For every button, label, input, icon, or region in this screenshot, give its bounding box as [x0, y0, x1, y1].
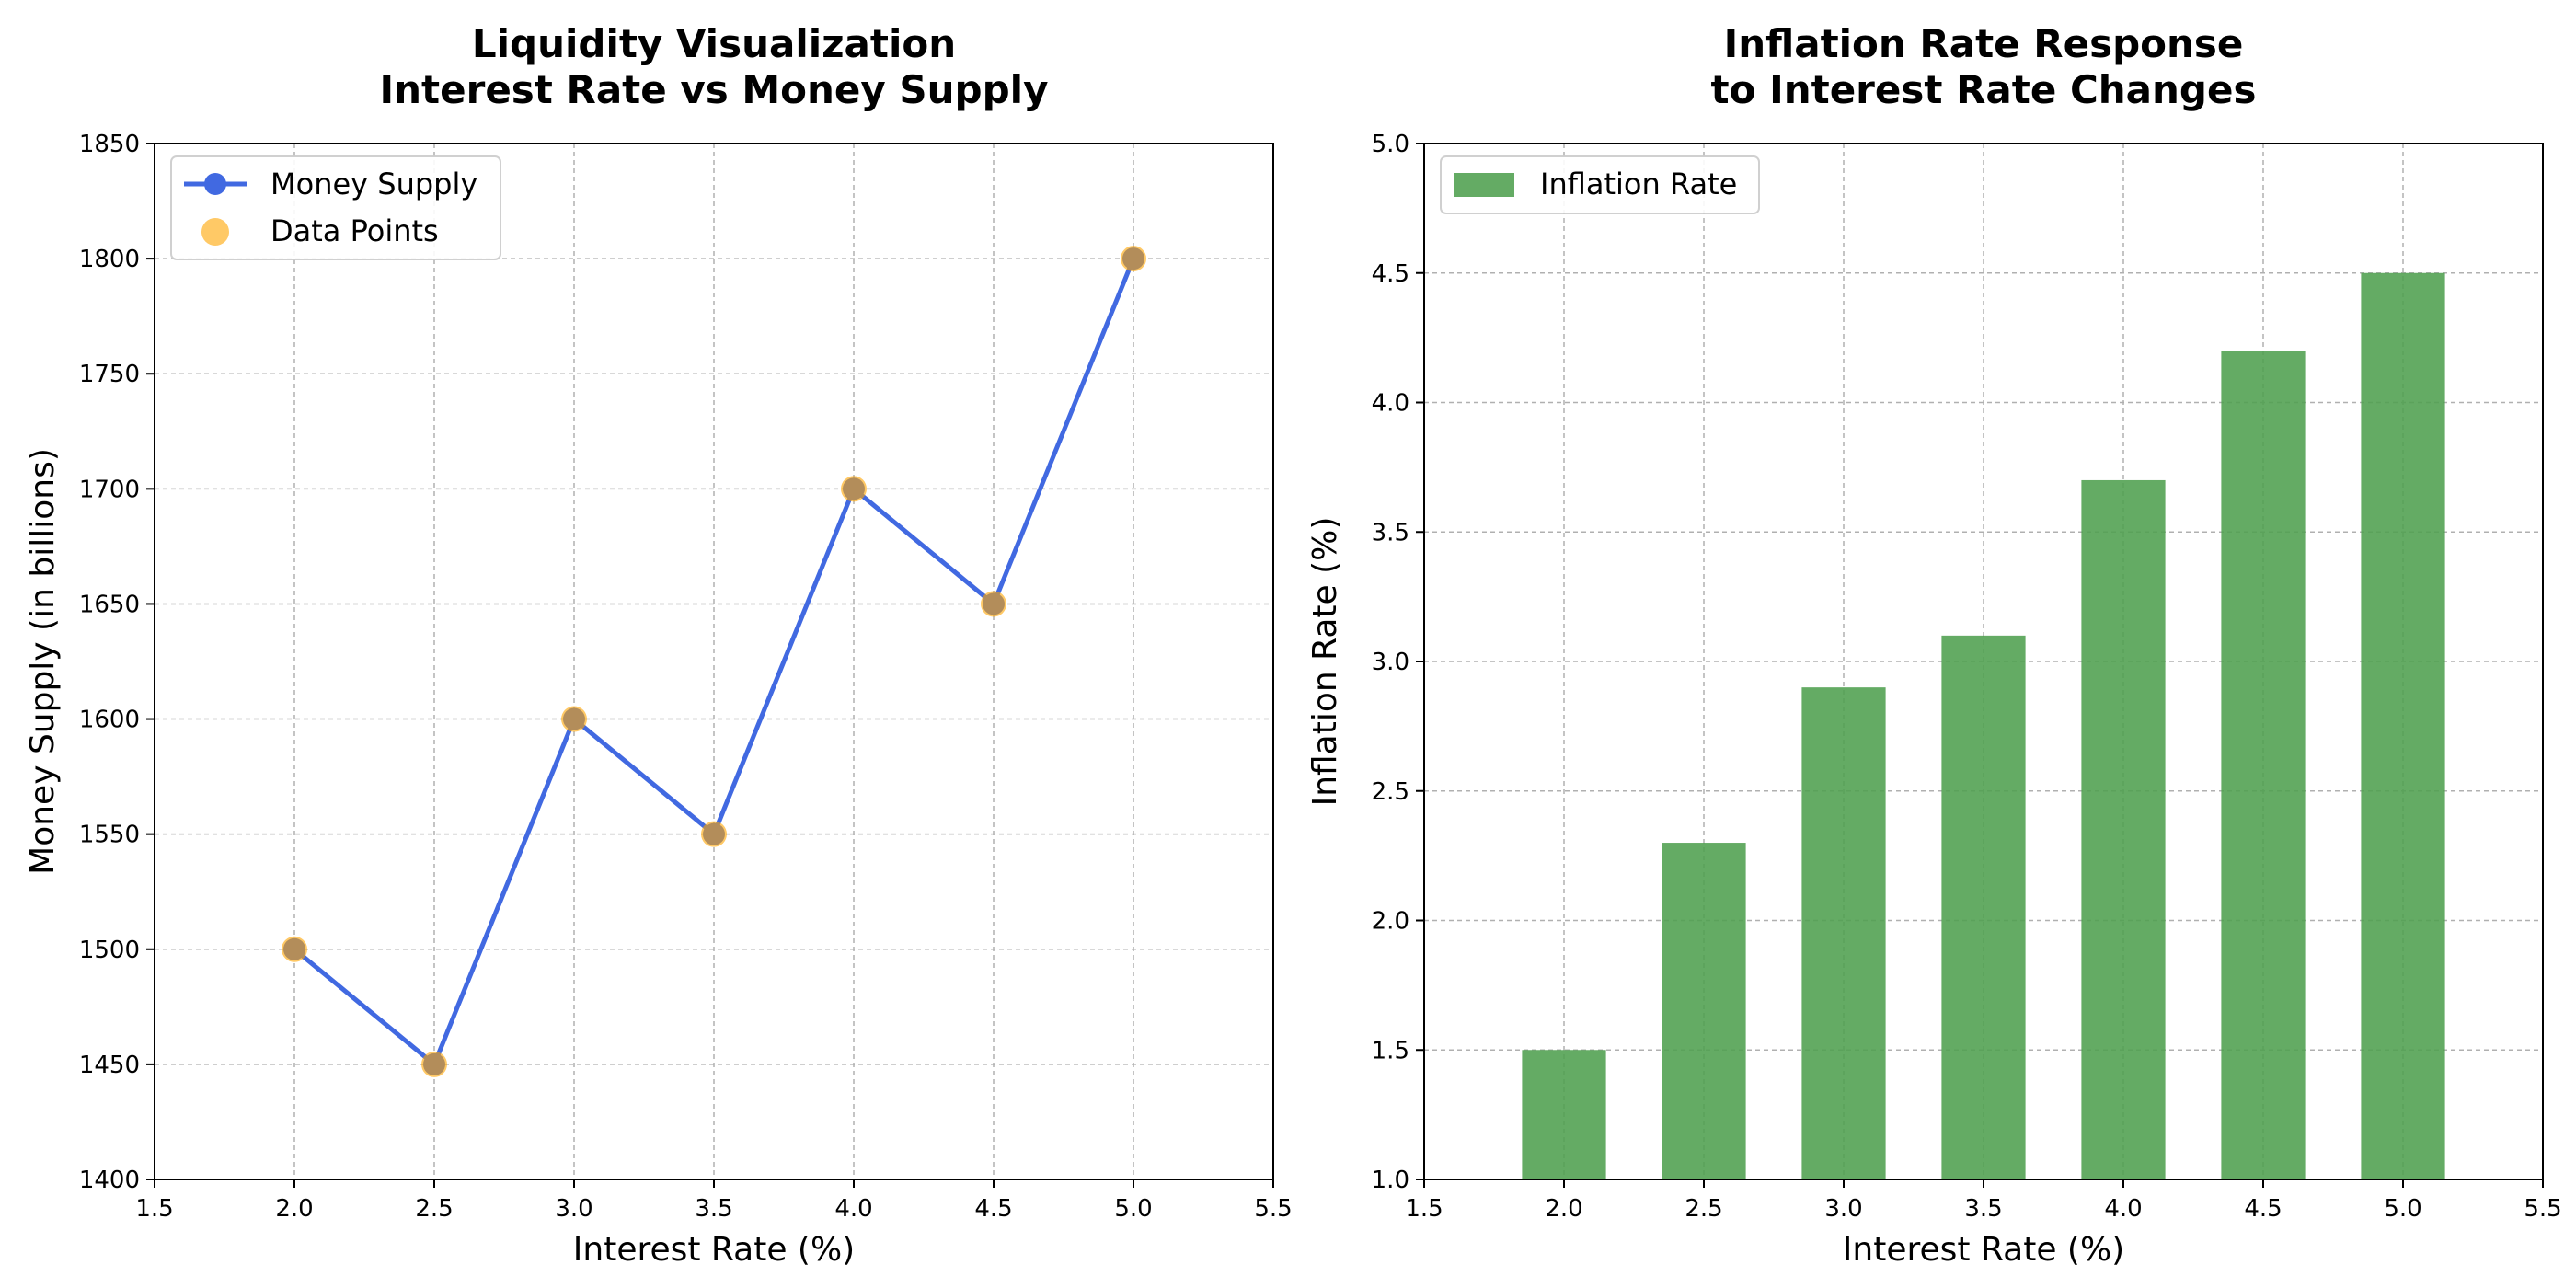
legend-label-inflation-rate: Inflation Rate	[1540, 167, 1737, 201]
y-tick-label: 3.5	[1372, 519, 1409, 546]
scatter-point	[1121, 246, 1146, 272]
x-tick-label: 2.5	[415, 1195, 453, 1223]
x-tick-label: 3.5	[695, 1195, 732, 1223]
x-tick-label: 5.5	[1254, 1195, 1292, 1223]
x-tick-label: 2.5	[1685, 1195, 1722, 1223]
y-tick-label: 2.0	[1372, 908, 1409, 936]
x-tick-label: 4.0	[2104, 1195, 2142, 1223]
plot-area	[1522, 272, 2445, 1179]
scatter-point	[282, 936, 307, 962]
inflation-bar	[2081, 479, 2166, 1179]
x-tick-label: 3.5	[1964, 1195, 2002, 1223]
legend-box	[1440, 155, 1760, 214]
y-tick-label: 1400	[79, 1167, 140, 1194]
x-tick-label: 5.5	[2524, 1195, 2561, 1223]
y-tick-label: 1.5	[1372, 1037, 1409, 1064]
y-tick-label: 1550	[79, 822, 140, 849]
x-tick-label: 1.5	[1405, 1195, 1443, 1223]
y-tick-label: 5.0	[1372, 131, 1409, 158]
inflation-bar	[1522, 1050, 1606, 1179]
legend: Inflation Rate	[1440, 155, 1760, 214]
y-tick-label: 1500	[79, 937, 140, 964]
x-tick-label: 5.0	[1114, 1195, 1152, 1223]
x-tick-label: 2.0	[1545, 1195, 1582, 1223]
y-tick-label: 4.0	[1372, 390, 1409, 418]
ticks: 1.5 2.0 2.5 3.0 3.5 4.0 4.5 5.0 5.51.01.52.02.53…	[1372, 131, 2562, 1223]
scatter-point	[981, 591, 1006, 617]
y-tick-label: 2.5	[1372, 778, 1409, 806]
x-tick-label: 4.5	[2244, 1195, 2282, 1223]
x-tick-label: 3.0	[555, 1195, 592, 1223]
money-supply-chart: Liquidity Visualization Interest Rate vs…	[24, 21, 1293, 1269]
y-axis-label: Money Supply (in billions)	[24, 448, 62, 875]
y-tick-label: 4.5	[1372, 260, 1409, 288]
y-tick-label: 1700	[79, 476, 140, 503]
legend-scatter-marker	[201, 218, 229, 246]
x-tick-label: 3.0	[1824, 1195, 1862, 1223]
legend-bar-swatch	[1454, 173, 1514, 197]
legend-box	[170, 155, 501, 260]
y-tick-label: 1650	[79, 591, 140, 618]
legend: Money Supply Data Points	[170, 155, 501, 260]
inflation-bar	[1662, 843, 1746, 1179]
x-axis-label: Interest Rate (%)	[573, 1231, 855, 1269]
inflation-rate-chart: Inflation Rate Response to Interest Rate…	[1306, 21, 2562, 1269]
chart-title-line-1: Liquidity Visualization	[472, 21, 956, 66]
scatter-point	[841, 476, 867, 502]
x-tick-label: 1.5	[135, 1195, 173, 1223]
legend-line-marker	[204, 173, 226, 195]
chart-title-line-1: Inflation Rate Response	[1724, 21, 2244, 66]
scatter-point	[701, 821, 727, 847]
y-tick-label: 3.0	[1372, 649, 1409, 676]
x-axis-label: Interest Rate (%)	[1843, 1231, 2124, 1269]
grid	[154, 143, 1274, 1180]
plot-area	[282, 246, 1146, 1077]
chart-title-line-2: Interest Rate vs Money Supply	[380, 67, 1049, 112]
y-axis-label: Inflation Rate (%)	[1306, 517, 1344, 807]
x-tick-label: 2.0	[275, 1195, 313, 1223]
y-tick-label: 1450	[79, 1052, 140, 1079]
scatter-point	[561, 706, 587, 732]
chart-title-line-2: to Interest Rate Changes	[1711, 67, 2257, 112]
inflation-bar	[1941, 635, 2026, 1179]
x-tick-label: 4.5	[974, 1195, 1012, 1223]
x-tick-label: 4.0	[834, 1195, 872, 1223]
y-tick-label: 1800	[79, 246, 140, 273]
legend-label-money-supply: Money Supply	[270, 167, 477, 201]
legend-label-data-points: Data Points	[270, 213, 439, 248]
scatter-point	[421, 1051, 447, 1077]
y-tick-label: 1750	[79, 361, 140, 388]
inflation-bar	[2361, 272, 2445, 1179]
y-tick-label: 1600	[79, 707, 140, 734]
x-tick-label: 5.0	[2384, 1195, 2421, 1223]
inflation-bar	[2221, 351, 2306, 1179]
ticks: 1.5 2.0 2.5 3.0 3.5 4.0 4.5 5.0 5.5 1400 1450 1500 1…	[79, 131, 1293, 1223]
y-tick-label: 1850	[79, 131, 140, 158]
inflation-bar	[1801, 687, 1886, 1179]
y-tick-label: 1.0	[1372, 1167, 1409, 1194]
